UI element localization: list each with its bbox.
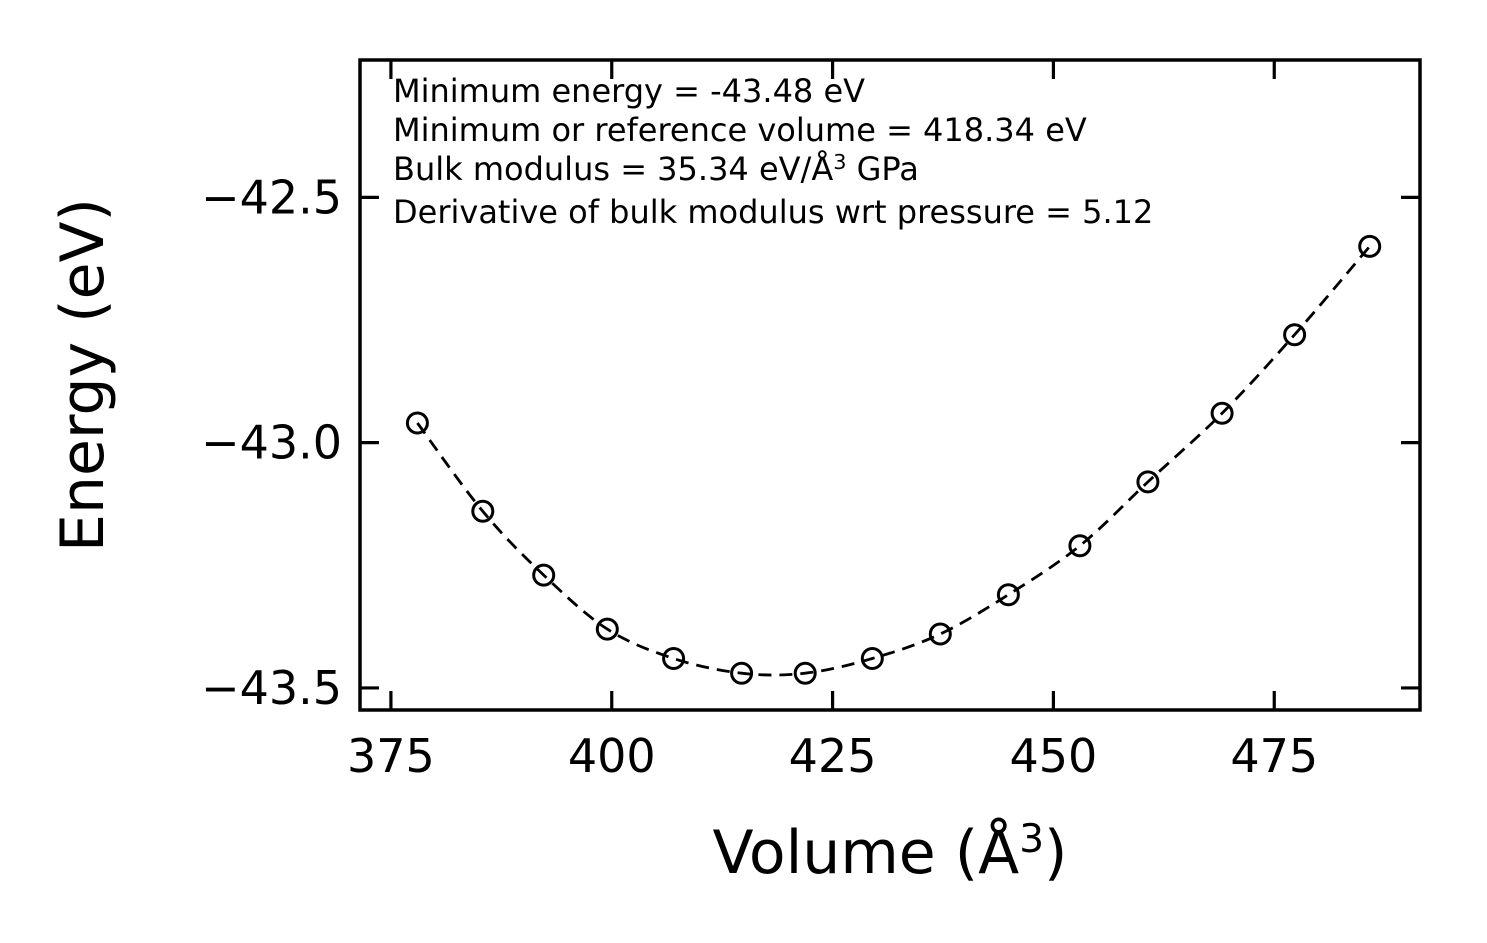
y-tick-label: −42.5	[201, 170, 342, 224]
data-point-marker	[471, 499, 495, 523]
data-point-marker	[996, 583, 1020, 607]
eos-fit-curve	[416, 245, 1371, 677]
x-tick-label: 450	[1010, 729, 1098, 783]
y-axis-label: Energy (eV)	[48, 198, 118, 552]
annotation-min-volume: Minimum or reference volume = 418.34 eV	[393, 111, 1087, 149]
data-point-marker	[595, 617, 619, 641]
data-point-marker	[532, 563, 556, 587]
fit-results-annotation: Minimum energy = -43.48 eV Minimum or re…	[393, 72, 1153, 232]
annotation-bulk-modulus: Bulk modulus = 35.34 eV/Å3 GPa	[393, 149, 919, 188]
x-axis-label: Volume (Å3)	[712, 816, 1068, 888]
data-point-marker	[1283, 323, 1307, 347]
plot-frame	[358, 58, 1422, 712]
data-point-marker	[1068, 534, 1092, 558]
x-tick-label: 425	[789, 729, 877, 783]
data-point-marker	[1358, 234, 1382, 258]
x-tick-label: 400	[568, 729, 656, 783]
data-point-marker	[860, 647, 884, 670]
annotation-bulk-modulus-derivative: Derivative of bulk modulus wrt pressure …	[393, 193, 1154, 231]
data-point-marker	[730, 661, 754, 685]
x-tick-label: 475	[1230, 729, 1318, 783]
data-point-marker	[928, 622, 952, 646]
y-tick-label: −43.5	[201, 661, 342, 715]
y-tick-label: −43.0	[201, 416, 342, 470]
data-point-marker	[662, 647, 686, 670]
x-tick-label: 375	[347, 729, 435, 783]
annotation-min-energy: Minimum energy = -43.48 eV	[393, 72, 866, 110]
data-point-marker	[793, 661, 817, 685]
data-point-marker	[1136, 470, 1160, 494]
data-point-marker	[405, 411, 429, 435]
data-point-marker	[1210, 401, 1234, 425]
